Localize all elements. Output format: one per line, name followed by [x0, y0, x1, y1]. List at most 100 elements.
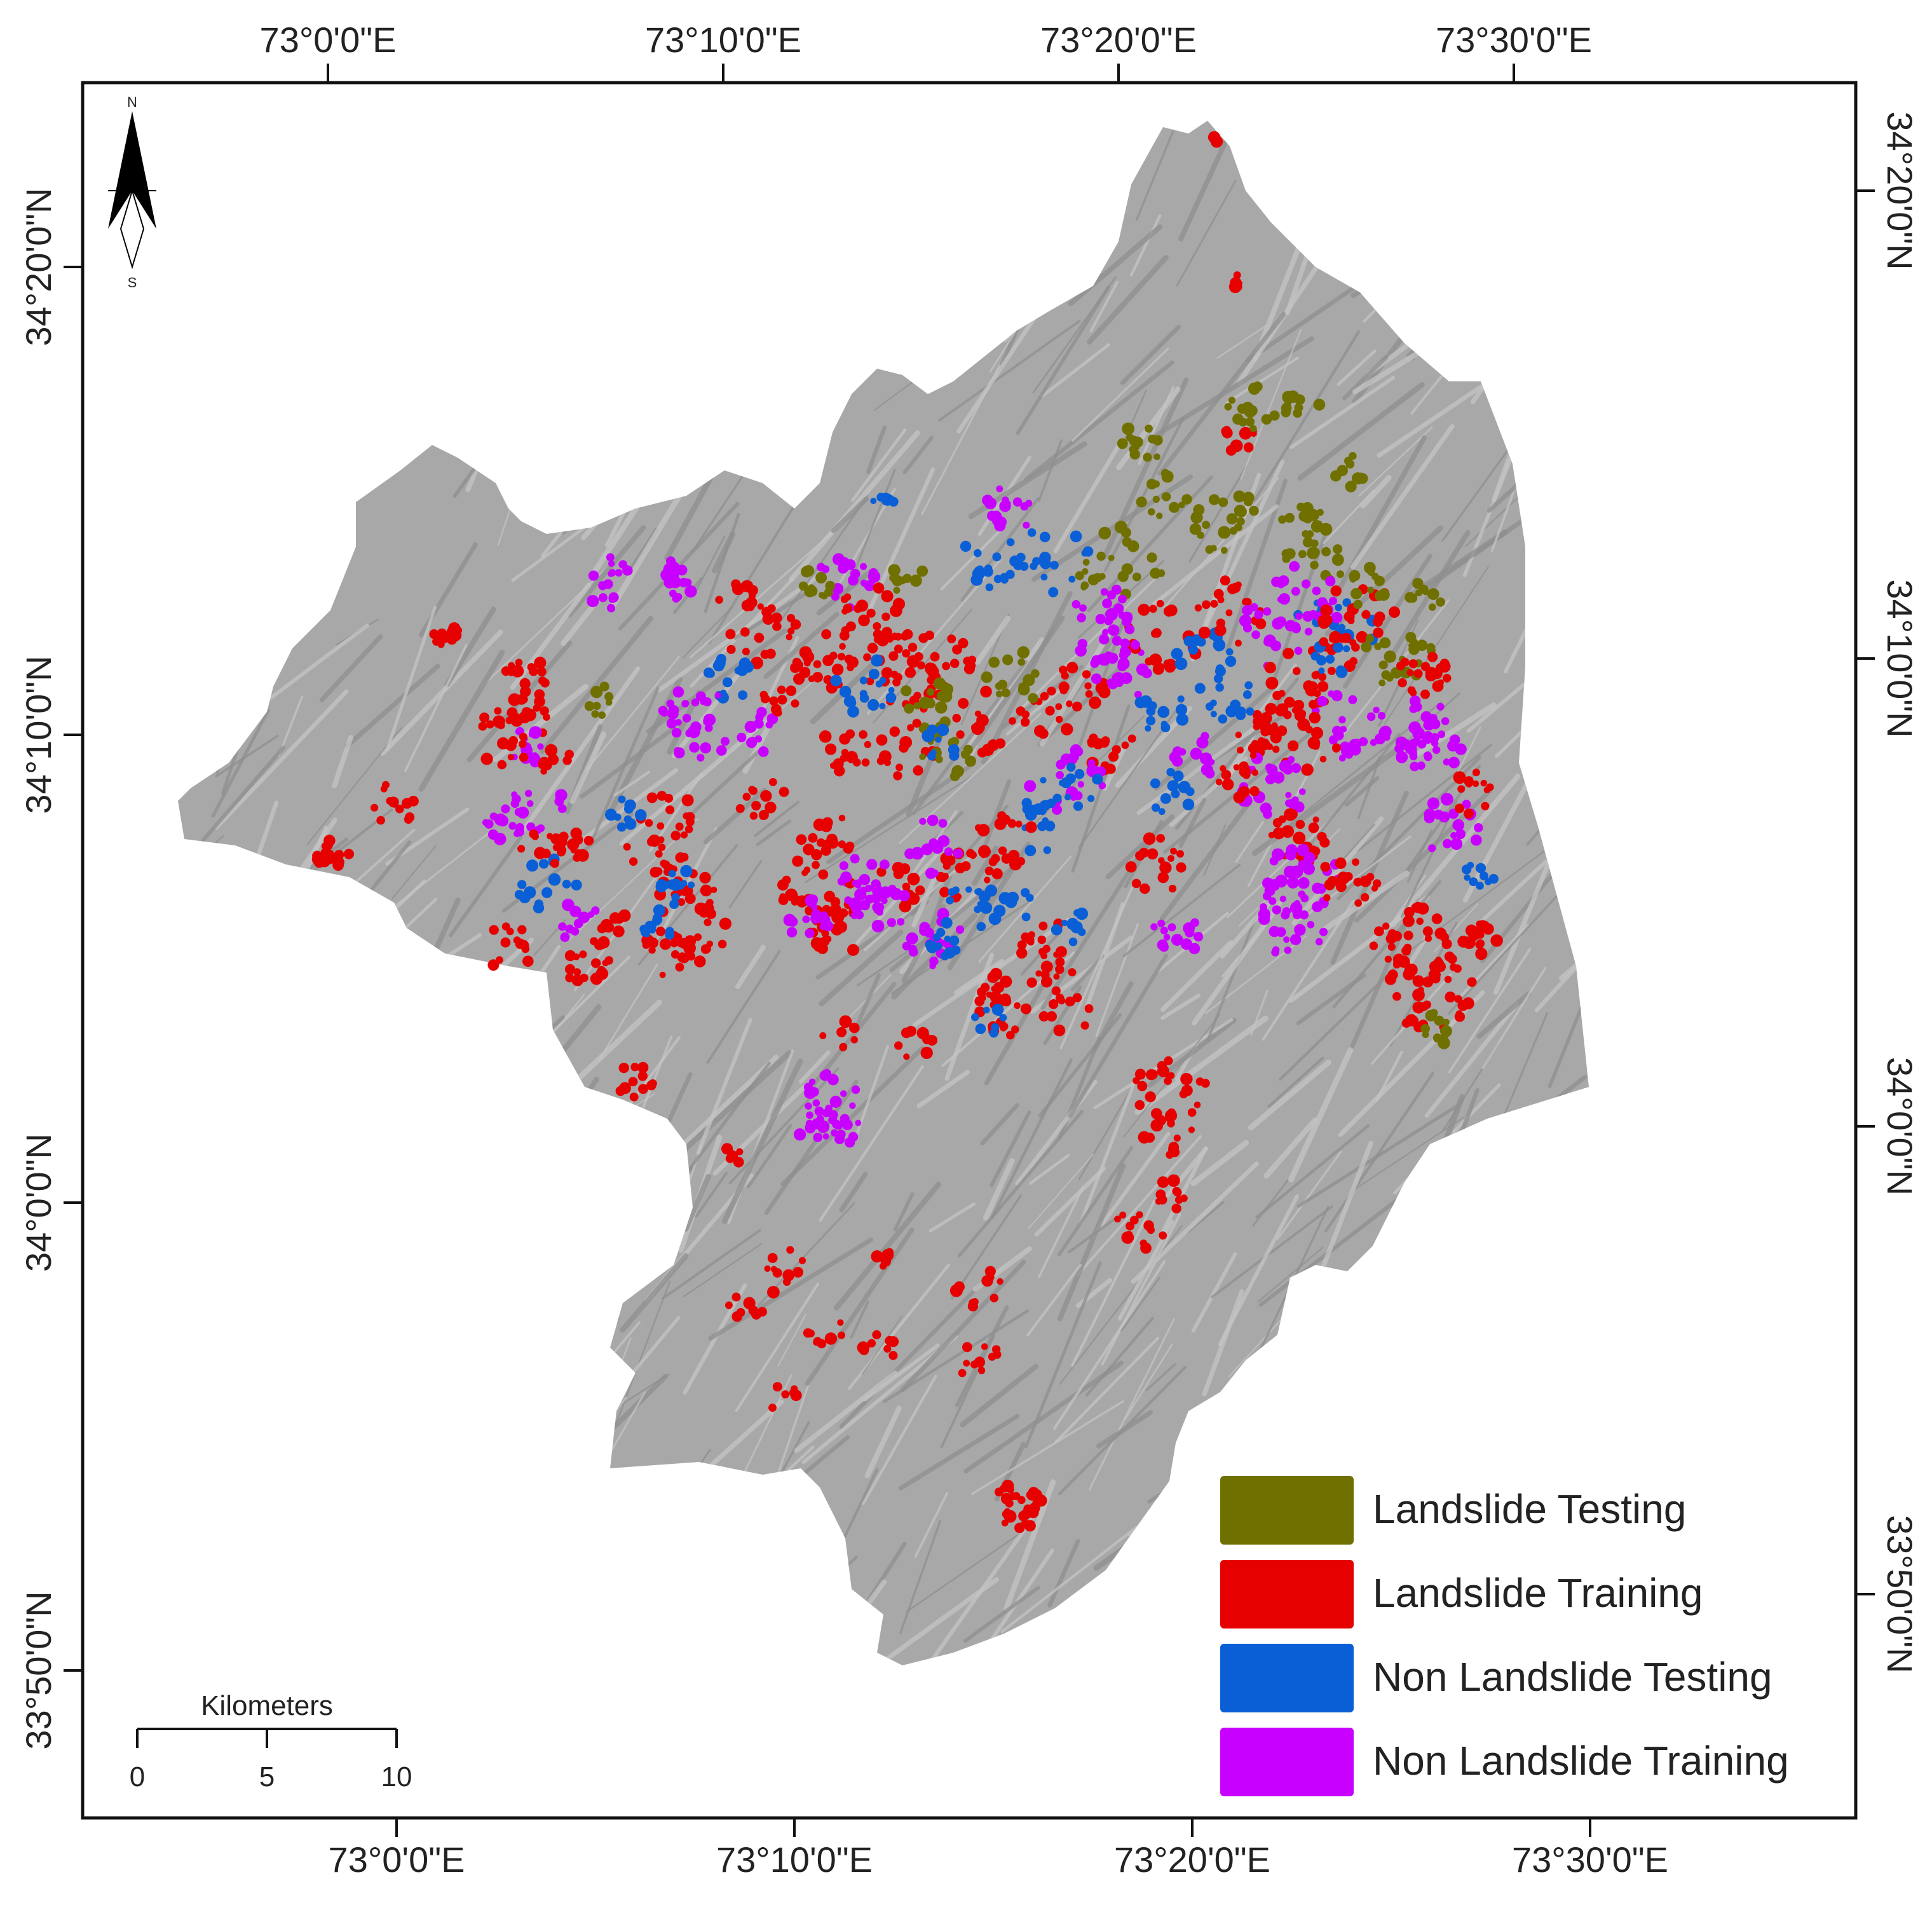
- landslide-testing-point: [591, 710, 599, 718]
- landslide-training-point: [1337, 634, 1347, 643]
- ridge-line: [1089, 1318, 1175, 1491]
- landslide-training-point: [1330, 585, 1342, 597]
- landslide-training-point: [1168, 884, 1177, 893]
- landslide-training-point: [820, 845, 831, 856]
- landslide-training-point: [1282, 648, 1295, 660]
- landslide-training-point: [872, 1330, 881, 1339]
- landslide-training-point: [1263, 724, 1275, 735]
- ridge-line: [1026, 1264, 1082, 1337]
- landslide-training-point: [507, 669, 515, 676]
- ridge-line: [449, 835, 523, 938]
- landslide-training-point: [1462, 997, 1474, 1009]
- ridge-line: [294, 367, 395, 473]
- landslide-training-point: [1047, 686, 1056, 696]
- ridge-line: [473, 121, 500, 146]
- ridge-line: [1390, 773, 1521, 927]
- ridge-line: [715, 1475, 782, 1645]
- landslide-training-point: [576, 849, 589, 862]
- landslide-training-point: [1422, 926, 1433, 937]
- non-landslide-training-point: [682, 714, 691, 723]
- ridge-line: [854, 1045, 890, 1138]
- ridge-line: [1429, 201, 1517, 343]
- landslide-training-point: [749, 812, 758, 820]
- landslide-training-point: [1038, 921, 1048, 931]
- non-landslide-training-point: [1291, 796, 1299, 804]
- landslide-testing-point: [1161, 492, 1171, 502]
- ridge-line: [477, 1635, 524, 1665]
- ridge-line: [929, 1202, 976, 1232]
- sample-points: [311, 131, 1503, 1533]
- landslide-testing-point: [1310, 561, 1319, 570]
- ridge-line: [609, 1280, 671, 1441]
- ridge-line: [1000, 1526, 1138, 1634]
- landslide-training-point: [1432, 680, 1444, 692]
- legend-swatch-landslide-training: [1220, 1560, 1354, 1628]
- landslide-testing-point: [815, 571, 827, 584]
- non-landslide-testing-point: [653, 904, 665, 917]
- non-landslide-training-point: [1331, 690, 1343, 702]
- ridge-line: [1535, 1151, 1573, 1206]
- ridge-line: [346, 121, 432, 168]
- landslide-training-point: [618, 909, 631, 922]
- landslide-training-point: [770, 1266, 777, 1273]
- non-landslide-training-point: [1450, 831, 1457, 839]
- ridge-line: [1338, 823, 1375, 864]
- ridge-line: [980, 1103, 1019, 1146]
- landslide-training-point: [887, 1336, 899, 1348]
- landslide-testing-point: [1364, 561, 1376, 574]
- non-landslide-training-point: [868, 568, 879, 578]
- landslide-training-point: [888, 1351, 898, 1360]
- non-landslide-testing-point: [1194, 683, 1206, 694]
- ridge-line: [1495, 1260, 1527, 1328]
- landslide-training-point: [1105, 763, 1116, 774]
- landslide-training-point: [757, 1307, 767, 1317]
- non-landslide-training-point: [1150, 923, 1158, 931]
- landslide-training-point: [580, 973, 588, 983]
- landslide-training-point: [1406, 669, 1414, 676]
- non-landslide-training-point: [1317, 696, 1328, 707]
- non-landslide-training-point: [944, 847, 953, 856]
- landslide-testing-point: [1408, 593, 1418, 603]
- ridge-line: [526, 1108, 634, 1263]
- ridge-line: [374, 968, 403, 1019]
- landslide-training-point: [835, 920, 848, 933]
- non-landslide-training-point: [1263, 607, 1272, 616]
- landslide-testing-point: [1361, 641, 1372, 653]
- landslide-training-point: [873, 636, 881, 644]
- ridge-line: [1617, 240, 1663, 283]
- non-landslide-testing-point: [1021, 798, 1032, 809]
- landslide-training-point: [570, 847, 577, 854]
- landslide-training-point: [700, 884, 712, 897]
- landslide-training-point: [1311, 741, 1320, 750]
- landslide-training-point: [1424, 934, 1432, 942]
- ridge-line: [1496, 1323, 1585, 1465]
- non-landslide-training-point: [897, 918, 905, 926]
- ridge-line: [597, 1627, 653, 1665]
- landslide-training-point: [779, 786, 789, 797]
- landslide-training-point: [867, 643, 878, 653]
- non-landslide-training-point: [1130, 640, 1140, 650]
- ridge-line: [1396, 277, 1431, 332]
- landslide-training-point: [796, 834, 807, 845]
- ridge-line: [1202, 1289, 1244, 1396]
- non-landslide-training-point: [1319, 927, 1328, 936]
- non-landslide-testing-point: [941, 952, 949, 960]
- landslide-testing-point: [916, 565, 929, 577]
- ridge-line: [1027, 715, 1145, 831]
- non-landslide-testing-point: [640, 928, 649, 937]
- ridge-line: [1411, 282, 1459, 361]
- north-arrow-right-half: [132, 111, 156, 229]
- ridge-line: [1023, 121, 1081, 238]
- landslide-testing-point: [1316, 509, 1324, 516]
- legend-swatch-landslide-testing: [1220, 1476, 1354, 1545]
- non-landslide-training-point: [996, 485, 1003, 493]
- non-landslide-testing-point: [1021, 888, 1030, 898]
- landslide-testing-point: [904, 689, 911, 696]
- ridge-line: [847, 62, 868, 116]
- non-landslide-testing-point: [706, 669, 715, 678]
- ridge-line: [1558, 565, 1589, 713]
- landslide-testing-point: [1436, 597, 1445, 607]
- landslide-training-point: [859, 1346, 869, 1356]
- landslide-training-point: [1235, 639, 1242, 647]
- ridge-line: [1598, 399, 1616, 435]
